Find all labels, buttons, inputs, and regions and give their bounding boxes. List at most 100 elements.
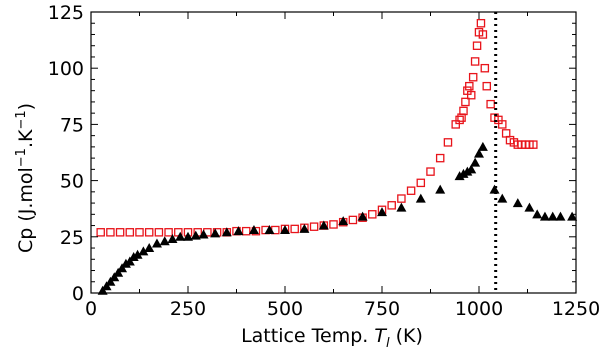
data-point-square — [480, 63, 490, 73]
data-point-triangle — [159, 236, 170, 246]
x-axis-label: Lattice Temp. Tl (K) — [241, 325, 423, 351]
data-point-square — [329, 220, 338, 229]
data-point-square — [241, 226, 251, 236]
data-point-triangle — [151, 238, 162, 248]
data-point-square — [476, 18, 486, 28]
data-point-square — [486, 99, 495, 109]
data-point-triangle — [377, 207, 387, 217]
y-tick-label: 125 — [48, 2, 84, 24]
data-point-triangle — [357, 211, 368, 221]
y-axis-label-sup-1: −1 — [14, 148, 29, 167]
data-point-triangle — [415, 193, 426, 203]
data-point-square — [416, 178, 426, 188]
data-point-square — [472, 41, 482, 50]
data-point-square — [348, 215, 358, 225]
data-point-triangle — [221, 227, 232, 237]
x-axis-label-suffix: (K) — [390, 325, 423, 347]
data-point-triangle — [210, 228, 221, 238]
x-tick-label: 500 — [267, 298, 303, 320]
data-point-square — [468, 72, 478, 82]
data-point-triangle — [524, 202, 535, 212]
data-point-triangle — [477, 141, 488, 151]
data-point-square — [397, 194, 406, 203]
x-tick-label: 1250 — [552, 298, 600, 320]
y-axis-label-part-a: Cp (J.mol — [15, 167, 37, 253]
data-point-square — [115, 228, 125, 237]
data-point-square — [482, 81, 492, 91]
data-point-triangle — [299, 223, 310, 233]
x-tick-label: 0 — [85, 298, 97, 320]
data-point-square — [164, 228, 173, 237]
data-point-square — [290, 224, 299, 234]
data-point-triangle — [144, 243, 155, 253]
data-point-triangle — [183, 231, 193, 241]
data-point-triangle — [567, 211, 578, 221]
data-point-square — [466, 90, 476, 100]
y-tick-label: 25 — [60, 227, 84, 249]
series-2 — [97, 141, 578, 295]
data-point-triangle — [318, 220, 329, 230]
data-point-square — [106, 228, 115, 237]
data-point-square — [368, 210, 377, 219]
y-tick-label: 100 — [48, 58, 84, 80]
data-point-square — [426, 167, 435, 176]
data-point-square — [465, 81, 474, 91]
x-tick-label: 1000 — [455, 298, 503, 320]
y-axis-label-part-c: ) — [15, 103, 37, 110]
data-point-triangle — [539, 211, 550, 221]
data-point-square — [96, 228, 105, 237]
data-point-square — [470, 57, 480, 66]
data-point-square — [135, 228, 144, 237]
y-tick-label: 75 — [60, 114, 84, 136]
data-point-triangle — [547, 211, 558, 221]
data-point-triangle — [248, 225, 259, 235]
data-point-square — [443, 138, 453, 147]
data-point-triangle — [338, 216, 349, 226]
x-axis-label-prefix: Lattice Temp. — [241, 325, 374, 347]
x-tick-label: 750 — [364, 298, 400, 320]
x-axis-label-subscript: l — [386, 336, 390, 351]
data-point-triangle — [175, 231, 186, 241]
y-tick-label: 50 — [60, 171, 84, 193]
data-point-square — [309, 222, 319, 231]
data-point-square — [459, 106, 468, 116]
data-point-triangle — [138, 246, 149, 256]
y-tick-label: 0 — [72, 283, 84, 305]
data-point-triangle — [264, 225, 275, 235]
x-axis-label-variable: T — [374, 325, 387, 347]
data-point-square — [461, 97, 470, 107]
data-point-triangle — [233, 226, 244, 236]
data-point-square — [144, 228, 154, 237]
data-point-square — [478, 30, 488, 39]
data-point-triangle — [198, 229, 209, 239]
data-point-triangle — [555, 211, 566, 221]
data-point-triangle — [466, 164, 477, 174]
y-axis-label: Cp (J.mol−1.K−1) — [14, 103, 37, 253]
axes: 0 250 500 750 1000 1250 0 25 50 75 100 125 — [48, 2, 600, 320]
data-point-square — [529, 140, 538, 149]
data-point-square — [435, 153, 445, 163]
data-point-triangle — [497, 193, 508, 203]
data-point-triangle — [512, 198, 523, 208]
data-point-square — [125, 228, 135, 237]
data-point-square — [154, 228, 164, 237]
data-point-triangle — [167, 234, 178, 244]
data-point-triangle — [435, 184, 446, 194]
data-point-triangle — [489, 184, 500, 194]
data-point-square — [387, 201, 396, 210]
data-point-triangle — [132, 249, 143, 259]
data-point-square — [406, 186, 416, 195]
plot-frame — [90, 11, 577, 294]
data-point-triangle — [396, 202, 407, 212]
x-tick-label: 250 — [170, 298, 206, 320]
plot-area — [96, 12, 578, 295]
data-point-triangle — [474, 148, 484, 158]
data-point-triangle — [470, 157, 481, 167]
data-point-square — [455, 115, 464, 125]
y-axis-label-sup-2: −1 — [14, 110, 29, 129]
y-axis-label-part-b: .K — [15, 129, 37, 148]
series-1 — [96, 18, 538, 237]
data-point-square — [498, 120, 507, 129]
data-point-triangle — [280, 225, 290, 235]
